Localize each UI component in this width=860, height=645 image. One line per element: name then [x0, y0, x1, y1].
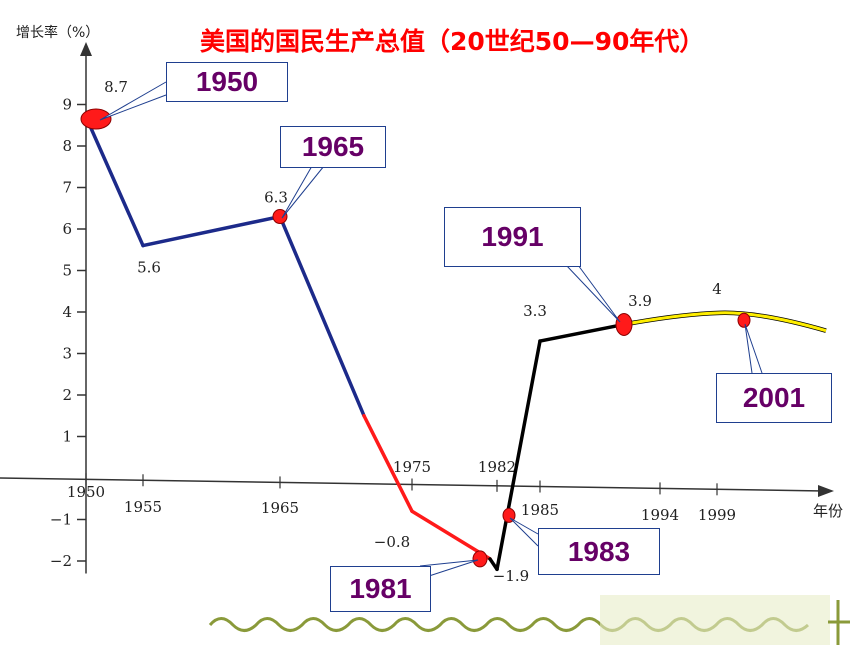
- chart-title: 美国的国民生产总值（20世纪50—90年代）: [200, 27, 705, 56]
- data-label-5: 3.3: [523, 302, 547, 320]
- data-label-1: 5.6: [137, 259, 161, 277]
- x-tick-label-1955: 1955: [124, 498, 162, 516]
- y-tick-label--1: −1: [50, 511, 72, 529]
- x-axis-label: 年份: [813, 502, 843, 520]
- callout-1981-pointer: [419, 559, 479, 577]
- data-label-3: −0.8: [374, 533, 410, 551]
- callout-1983-pointer: [509, 517, 539, 547]
- callout-1965-pointer: [281, 165, 325, 219]
- y-tick-label--2: −2: [50, 552, 72, 570]
- x-tick-label-1982: 1982: [478, 458, 516, 476]
- data-label-0: 8.7: [104, 78, 128, 96]
- segment-1965-1970: [278, 214, 366, 418]
- x-tick-label-1985: 1985: [521, 501, 559, 519]
- y-axis-label: 增长率（%）: [16, 25, 100, 41]
- y-tick-label-3: 3: [62, 345, 72, 363]
- data-label-6: 3.9: [628, 292, 652, 310]
- marker-2001: [737, 312, 751, 328]
- segment-1982-1985: [495, 339, 542, 572]
- data-label-4: −1.9: [493, 567, 529, 585]
- callout-1983: 1983: [538, 528, 660, 575]
- segment-1985-1991: [538, 322, 626, 343]
- segment-1975-1981: [410, 509, 492, 561]
- x-tick-label-1965: 1965: [261, 499, 299, 517]
- x-tick-label-1975: 1975: [393, 458, 431, 476]
- y-axis-arrow: [80, 42, 92, 56]
- x-tick-label-1994: 1994: [641, 506, 679, 524]
- y-tick-label-6: 6: [62, 220, 72, 238]
- marker-1965: [272, 209, 288, 225]
- y-tick-label-2: 2: [62, 386, 72, 404]
- y-tick-label-4: 4: [62, 303, 72, 321]
- marker-1981: [472, 550, 488, 568]
- segment-1970-1975: [362, 414, 414, 513]
- decorative-corner-cross: [828, 600, 850, 645]
- marker-1950: [80, 108, 112, 130]
- callout-1965: 1965: [280, 126, 386, 168]
- segment-1991-2003: [623, 311, 827, 333]
- y-tick-label-5: 5: [62, 262, 72, 280]
- marker-1991: [615, 312, 633, 336]
- callout-1981: 1981: [330, 566, 431, 612]
- y-tick-label-8: 8: [62, 137, 72, 155]
- data-label-2: 6.3: [264, 189, 288, 207]
- callout-1991: 1991: [444, 207, 581, 267]
- y-tick-label-9: 9: [62, 96, 72, 114]
- callout-1950: 1950: [166, 62, 288, 102]
- callout-1991-pointer: [565, 264, 621, 323]
- data-label-7: 4: [712, 280, 722, 298]
- x-tick-label-1950: 1950: [67, 483, 105, 501]
- callout-1950-pointer: [99, 81, 167, 121]
- x-axis-arrow: [818, 485, 834, 497]
- segment-1955-1965: [141, 214, 282, 248]
- y-tick-label-1: 1: [62, 428, 72, 446]
- callout-2001-pointer: [744, 323, 763, 374]
- y-tick-label-7: 7: [62, 179, 72, 197]
- segment-1950-1955: [84, 115, 145, 248]
- decorative-corner-shade: [600, 595, 830, 645]
- callout-2001: 2001: [716, 373, 832, 423]
- x-tick-label-1999: 1999: [698, 506, 736, 524]
